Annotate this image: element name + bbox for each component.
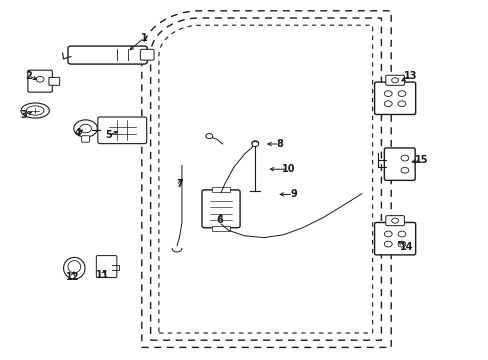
Bar — [212, 187, 229, 192]
FancyBboxPatch shape — [384, 148, 414, 180]
Text: 9: 9 — [289, 189, 296, 199]
Circle shape — [391, 218, 398, 223]
Text: 13: 13 — [403, 71, 417, 81]
Text: 7: 7 — [176, 179, 183, 189]
FancyBboxPatch shape — [96, 256, 117, 278]
Text: 1: 1 — [141, 33, 147, 43]
Text: 3: 3 — [20, 110, 27, 120]
Circle shape — [397, 231, 405, 237]
Text: 14: 14 — [399, 242, 413, 252]
Circle shape — [205, 134, 212, 139]
Circle shape — [397, 241, 405, 247]
Circle shape — [384, 101, 391, 107]
Circle shape — [251, 141, 258, 147]
FancyBboxPatch shape — [81, 136, 89, 142]
Ellipse shape — [21, 103, 49, 118]
FancyBboxPatch shape — [385, 216, 404, 226]
FancyBboxPatch shape — [28, 70, 52, 92]
Text: 11: 11 — [96, 270, 109, 280]
Circle shape — [400, 155, 408, 161]
Text: 4: 4 — [75, 128, 81, 138]
Text: 10: 10 — [281, 164, 295, 174]
Ellipse shape — [68, 261, 81, 273]
Circle shape — [384, 91, 391, 96]
FancyBboxPatch shape — [68, 46, 147, 64]
Bar — [212, 226, 229, 231]
Ellipse shape — [63, 257, 85, 279]
Circle shape — [384, 231, 391, 237]
Circle shape — [391, 78, 398, 83]
Circle shape — [36, 76, 44, 82]
FancyBboxPatch shape — [385, 75, 404, 85]
FancyBboxPatch shape — [202, 190, 240, 228]
FancyBboxPatch shape — [374, 222, 415, 255]
Circle shape — [80, 124, 91, 133]
FancyBboxPatch shape — [140, 49, 154, 60]
Circle shape — [74, 120, 97, 137]
Text: 5: 5 — [105, 130, 112, 140]
FancyBboxPatch shape — [49, 77, 60, 85]
FancyBboxPatch shape — [98, 117, 146, 144]
Circle shape — [384, 241, 391, 247]
Text: 8: 8 — [276, 139, 283, 149]
Text: 15: 15 — [414, 155, 427, 165]
Circle shape — [397, 91, 405, 96]
Text: 6: 6 — [216, 215, 223, 225]
Text: 12: 12 — [65, 272, 79, 282]
Circle shape — [397, 101, 405, 107]
Circle shape — [400, 167, 408, 173]
Text: 2: 2 — [25, 71, 32, 81]
FancyBboxPatch shape — [374, 82, 415, 114]
Circle shape — [251, 141, 258, 146]
Ellipse shape — [26, 106, 44, 115]
